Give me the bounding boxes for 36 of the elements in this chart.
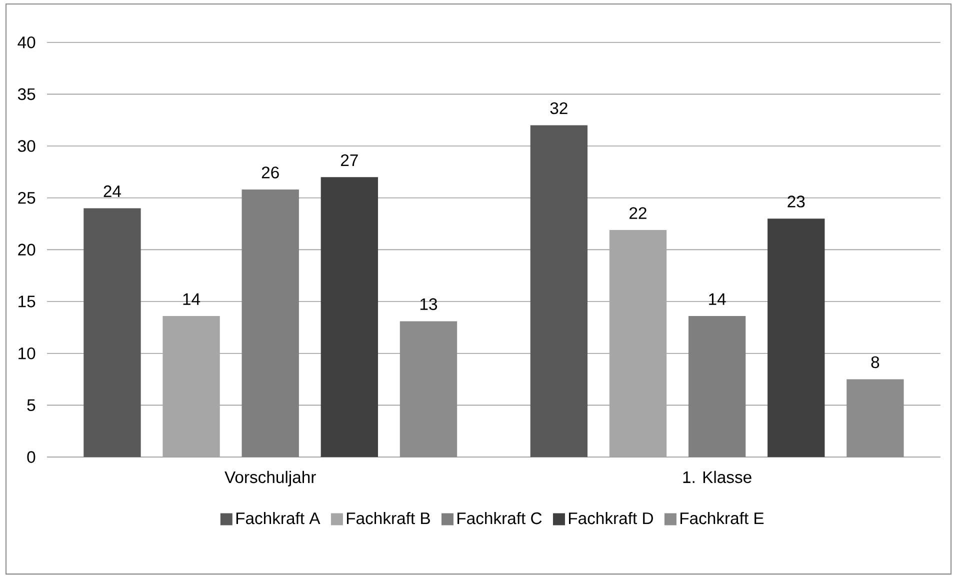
y-tick-label: 40 (18, 36, 36, 48)
y-tick-label: 20 (18, 244, 36, 256)
y-tick-label: 10 (18, 347, 36, 360)
legend-label: Fachkraft A (236, 512, 320, 524)
bar (688, 316, 746, 458)
data-label: 26 (262, 166, 279, 178)
bar (530, 125, 588, 458)
y-tick-label: 30 (18, 140, 36, 152)
legend-label: Fachkraft B (346, 512, 430, 524)
legend-label: Fachkraft E (680, 512, 764, 524)
bar (609, 230, 667, 458)
legend-label: Fachkraft D (569, 512, 653, 524)
bar (84, 208, 141, 458)
x-tick-label: 1. Klasse (683, 470, 752, 484)
bar (320, 177, 378, 458)
data-label: 22 (630, 207, 646, 219)
data-label: 14 (709, 293, 726, 305)
y-tick-label: 5 (27, 399, 36, 412)
y-tick-label: 0 (27, 451, 36, 463)
bar (768, 218, 825, 458)
x-tick-label: Vorschuljahr (224, 470, 316, 486)
data-label: 32 (550, 102, 568, 114)
bar (846, 379, 904, 458)
legend-label: Fachkraft C (458, 512, 542, 524)
data-label: 13 (420, 298, 438, 310)
data-label: 27 (340, 154, 358, 166)
data-label: 14 (183, 293, 200, 305)
y-tick-label: 25 (18, 192, 36, 204)
y-tick-label: 15 (18, 296, 36, 308)
data-label: 23 (788, 196, 805, 208)
bar (162, 316, 220, 458)
data-label: 24 (104, 185, 122, 198)
bar (242, 190, 299, 458)
bar (400, 321, 458, 458)
data-label: 8 (871, 356, 880, 368)
y-tick-label: 35 (18, 88, 36, 100)
